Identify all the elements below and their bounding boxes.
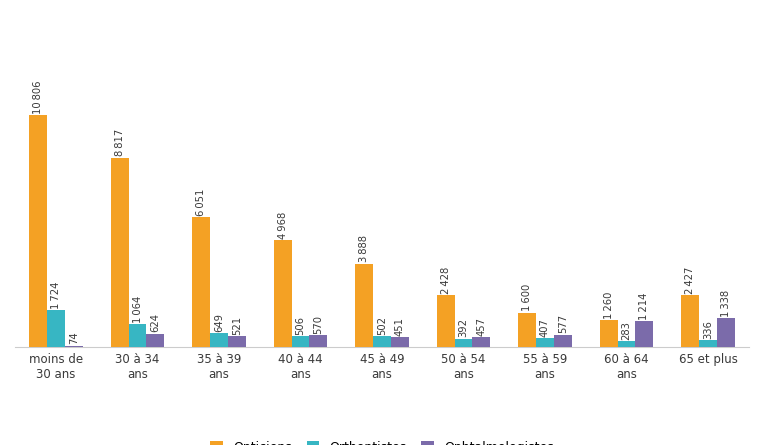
Bar [65,345,83,347]
Text: 392: 392 [458,318,468,337]
Text: 570: 570 [313,315,323,334]
Text: 502: 502 [377,316,387,335]
Bar [309,335,328,347]
Text: 2 427: 2 427 [685,266,695,294]
Legend: Opticiens, Orthoptistes, Ophtalmologistes: Opticiens, Orthoptistes, Ophtalmologiste… [210,441,554,445]
Bar [47,310,65,347]
Bar [274,240,292,347]
Bar [536,338,554,347]
Bar [128,324,147,347]
Text: 1 064: 1 064 [132,296,143,323]
Text: 1 260: 1 260 [604,291,613,319]
Text: 407: 407 [540,318,550,337]
Bar [455,339,472,347]
Text: 649: 649 [214,313,224,332]
Bar [373,336,391,347]
Bar [636,321,653,347]
Text: 3 888: 3 888 [359,235,369,262]
Bar [192,217,210,347]
Bar [518,313,536,347]
Text: 283: 283 [621,321,632,340]
Bar [111,158,128,347]
Bar [436,295,455,347]
Text: 506: 506 [296,316,306,335]
Bar [617,341,636,347]
Bar [699,340,717,347]
Bar [717,318,735,347]
Text: 457: 457 [477,317,487,336]
Text: 336: 336 [703,320,713,339]
Bar [472,337,490,347]
Text: 1 724: 1 724 [51,281,61,309]
Bar [554,335,572,347]
Text: 74: 74 [69,332,79,344]
Text: 2 428: 2 428 [441,267,451,294]
Text: 1 600: 1 600 [522,284,532,312]
Bar [681,295,699,347]
Text: 6 051: 6 051 [196,188,206,216]
Text: 10 806: 10 806 [33,80,43,113]
Bar [600,320,617,347]
Text: 521: 521 [232,316,242,335]
Bar [228,336,246,347]
Text: 624: 624 [151,313,160,332]
Bar [391,337,409,347]
Bar [147,334,164,347]
Bar [292,336,309,347]
Text: 1 214: 1 214 [639,292,649,320]
Text: 8 817: 8 817 [115,129,125,156]
Bar [29,115,47,347]
Bar [355,263,373,347]
Text: 577: 577 [558,314,568,333]
Text: 4 968: 4 968 [277,212,287,239]
Text: 451: 451 [395,317,405,336]
Bar [210,333,228,347]
Text: 1 338: 1 338 [721,290,731,317]
